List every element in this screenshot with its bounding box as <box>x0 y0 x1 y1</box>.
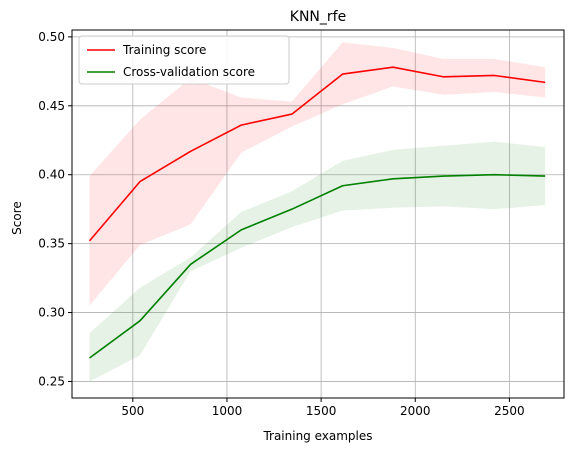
y-tick-label-1: 0.30 <box>38 306 65 320</box>
legend-label-0: Training score <box>122 43 206 57</box>
y-tick-label-2: 0.35 <box>38 237 65 251</box>
series-line-1 <box>89 173 546 359</box>
y-axis-label: Score <box>10 201 24 235</box>
plot-layer: 500 1000 1500 2000 2500 0.25 0.30 0.35 0.40 0.45 0… <box>38 29 565 418</box>
y-tick-label-5: 0.50 <box>38 30 65 44</box>
legend-label-1: Cross-validation score <box>123 65 255 79</box>
x-tick-label-4: 2500 <box>494 404 525 418</box>
y-tick-label-0: 0.25 <box>38 374 65 388</box>
series-line-0 <box>88 66 546 242</box>
x-tick-label-2: 1500 <box>306 404 337 418</box>
plot-frame <box>71 29 565 399</box>
x-tick-label-3: 2000 <box>400 404 431 418</box>
y-tick-label-3: 0.40 <box>38 168 65 182</box>
x-axis-label: Training examples <box>262 429 372 443</box>
series-band-1 <box>89 141 546 382</box>
x-tick-label-1: 1000 <box>212 404 243 418</box>
chart-title: KNN_rfe <box>290 9 346 25</box>
legend: Training score Cross-validation score <box>78 35 290 85</box>
y-tick-label-4: 0.45 <box>38 99 65 113</box>
x-tick-label-0: 500 <box>121 404 144 418</box>
legend-box <box>78 35 290 85</box>
series-band-0 <box>89 42 546 306</box>
